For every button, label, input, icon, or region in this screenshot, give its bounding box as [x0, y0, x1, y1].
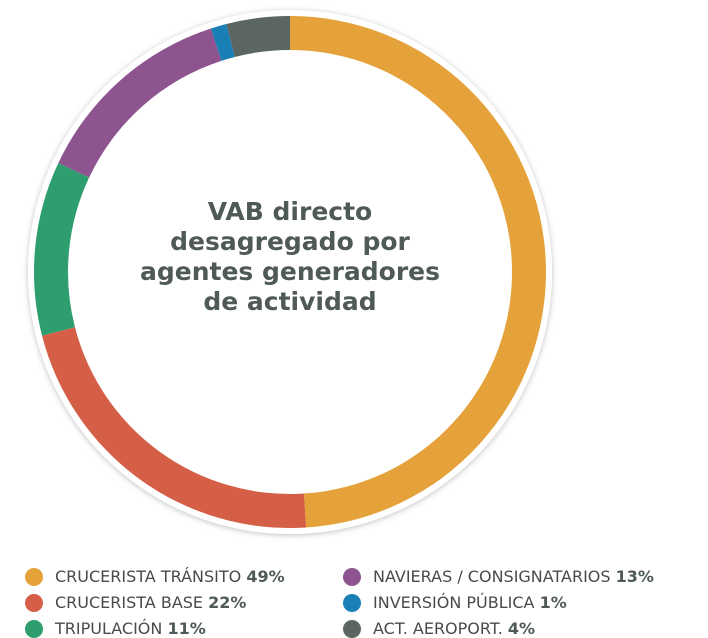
legend-name: INVERSIÓN PÚBLICA: [373, 593, 535, 612]
donut-segment: [42, 327, 307, 528]
donut-backdrop: [28, 10, 552, 534]
legend-item: NAVIERAS / CONSIGNATARIOS 13%: [343, 567, 654, 586]
legend-item: INVERSIÓN PÚBLICA 1%: [343, 593, 567, 612]
legend-item: CRUCERISTA TRÁNSITO 49%: [25, 567, 285, 586]
title-line: VAB directo: [208, 197, 372, 226]
legend-item: CRUCERISTA BASE 22%: [25, 593, 246, 612]
legend-label: TRIPULACIÓN 11%: [54, 619, 206, 638]
legend-value: 11%: [167, 619, 205, 638]
legend-swatch: [25, 568, 43, 586]
legend-value: 4%: [508, 619, 535, 638]
donut-segment: [290, 16, 546, 528]
title-line: de actividad: [203, 287, 376, 316]
title-line: desagregado por: [170, 227, 410, 256]
legend-swatch: [343, 620, 361, 638]
legend-value: 22%: [208, 593, 246, 612]
legend-item: ACT. AEROPORT. 4%: [343, 619, 535, 638]
legend-name: ACT. AEROPORT.: [373, 619, 503, 638]
donut: [33, 16, 546, 528]
legend-label: ACT. AEROPORT. 4%: [373, 619, 535, 638]
legend-swatch: [343, 568, 361, 586]
legend-label: CRUCERISTA TRÁNSITO 49%: [55, 567, 285, 586]
legend-value: 49%: [246, 567, 284, 586]
legend-name: CRUCERISTA TRÁNSITO: [55, 567, 241, 586]
legend: CRUCERISTA TRÁNSITO 49%CRUCERISTA BASE 2…: [25, 567, 654, 638]
legend-name: CRUCERISTA BASE: [55, 593, 203, 612]
legend-swatch: [25, 620, 43, 638]
legend-swatch: [343, 594, 361, 612]
legend-value: 1%: [540, 593, 567, 612]
legend-name: TRIPULACIÓN: [54, 619, 162, 638]
donut-segment: [210, 24, 235, 61]
donut-segment: [58, 28, 222, 178]
legend-name: NAVIERAS / CONSIGNATARIOS: [373, 567, 611, 586]
title-line: agentes generadores: [140, 257, 440, 286]
donut-segment: [226, 16, 290, 57]
legend-item: TRIPULACIÓN 11%: [25, 619, 206, 638]
legend-value: 13%: [616, 567, 654, 586]
legend-label: INVERSIÓN PÚBLICA 1%: [373, 593, 567, 612]
donut-segment: [33, 163, 90, 336]
legend-label: NAVIERAS / CONSIGNATARIOS 13%: [373, 567, 654, 586]
legend-swatch: [25, 594, 43, 612]
legend-label: CRUCERISTA BASE 22%: [55, 593, 246, 612]
